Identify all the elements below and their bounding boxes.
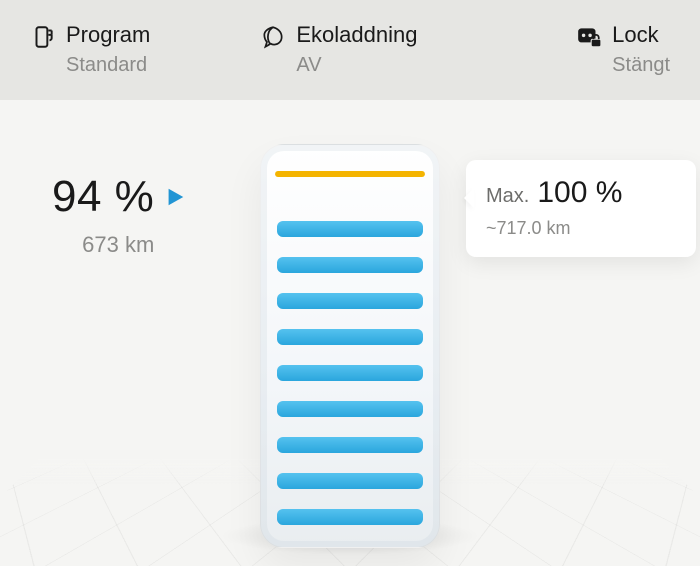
charge-limit-line [275, 171, 425, 177]
topbar-item-eco[interactable]: Ekoladdning AV [260, 22, 417, 78]
topbar-item-program[interactable]: Program Standard [30, 22, 150, 78]
lock-value: Stängt [612, 52, 670, 78]
battery-bar [277, 437, 423, 453]
topbar: Program Standard Ekoladdning AV [0, 0, 700, 100]
battery-bar [277, 221, 423, 237]
limit-value: 100 % [537, 176, 622, 210]
charge-reading: 94 % 673 km [52, 172, 186, 258]
battery-inner [275, 159, 425, 529]
socket-lock-icon [576, 24, 602, 50]
program-value: Standard [66, 52, 150, 78]
charge-percent: 94 % [52, 172, 154, 222]
leaf-icon [260, 24, 286, 50]
battery-bar [277, 401, 423, 417]
eco-value: AV [296, 52, 417, 78]
plug-phone-icon [30, 24, 56, 50]
main-area: 94 % 673 km Max. 100 % ~717.0 km [0, 100, 700, 566]
battery-bar [277, 329, 423, 345]
limit-range: ~717.0 km [486, 218, 678, 239]
battery-bar [277, 257, 423, 273]
limit-label: Max. [486, 185, 529, 208]
battery-bars [275, 221, 425, 529]
program-title: Program [66, 22, 150, 48]
battery-bar [277, 365, 423, 381]
play-icon[interactable] [164, 186, 186, 208]
battery-graphic[interactable] [260, 144, 440, 548]
lock-title: Lock [612, 22, 670, 48]
eco-title: Ekoladdning [296, 22, 417, 48]
battery-bar [277, 293, 423, 309]
battery-bar [277, 473, 423, 489]
topbar-item-lock[interactable]: Lock Stängt [576, 22, 670, 78]
charge-range: 673 km [82, 232, 154, 258]
battery-bar [277, 509, 423, 525]
limit-callout[interactable]: Max. 100 % ~717.0 km [466, 160, 696, 257]
